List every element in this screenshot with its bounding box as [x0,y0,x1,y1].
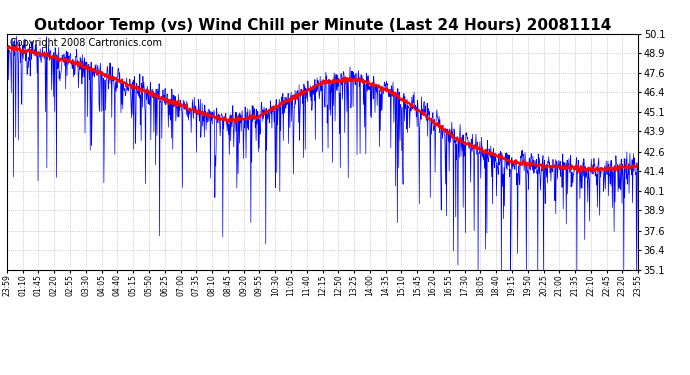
Text: Copyright 2008 Cartronics.com: Copyright 2008 Cartronics.com [10,39,162,48]
Title: Outdoor Temp (vs) Wind Chill per Minute (Last 24 Hours) 20081114: Outdoor Temp (vs) Wind Chill per Minute … [34,18,611,33]
